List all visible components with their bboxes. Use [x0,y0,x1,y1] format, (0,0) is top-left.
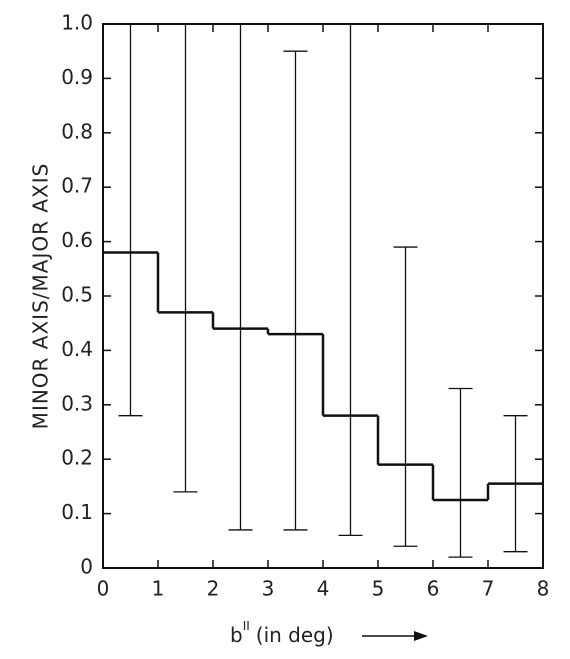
x-tick-label: 0 [97,577,110,601]
x-tick-label: 6 [427,577,440,601]
y-tick-label: 0.3 [61,391,93,415]
y-tick-label: 0.4 [61,337,93,361]
y-tick-label: 1.0 [61,11,93,35]
arrow-head [414,631,428,641]
x-axis-label: bII (in deg) [230,619,334,647]
plot-frame [102,23,544,569]
y-axis-label: MINOR AXIS/MAJOR AXIS [29,163,53,430]
x-tick-label: 8 [537,577,550,601]
y-tick-label: 0.9 [61,65,93,89]
y-tick-label: 0.2 [61,446,93,470]
y-tick-label: 0.1 [61,500,93,524]
y-tick-label: 0.8 [61,119,93,143]
y-tick-label: 0.7 [61,174,93,198]
x-tick-label: 5 [372,577,385,601]
y-tick-label: 0.6 [61,228,93,252]
x-tick-label: 1 [152,577,165,601]
y-tick-label: 0.5 [61,283,93,307]
x-tick-label: 7 [482,577,495,601]
x-label-sup: II [243,619,250,633]
y-tick-label: 0 [80,555,93,579]
x-tick-label: 2 [207,577,220,601]
x-tick-label: 3 [262,577,275,601]
x-tick-label: 4 [317,577,330,601]
x-label-rest: (in deg) [256,623,334,647]
x-label-base: b [230,623,243,647]
